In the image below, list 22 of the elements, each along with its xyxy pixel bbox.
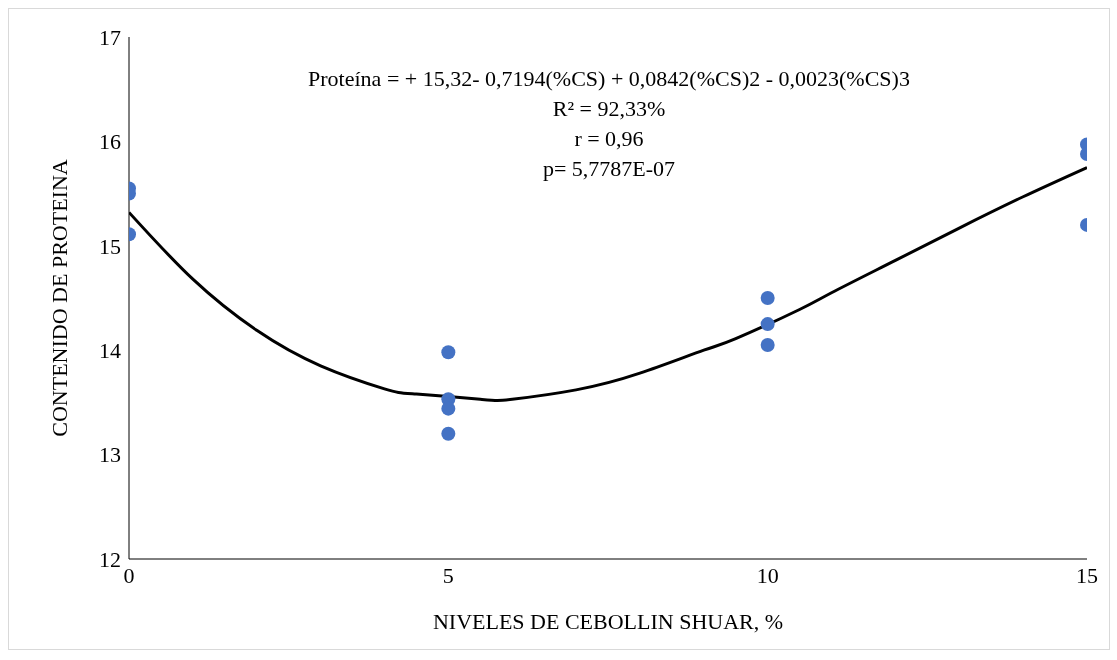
x-tick-label: 15 (1076, 562, 1098, 588)
y-tick-label: 12 (99, 546, 121, 572)
point (760, 337, 775, 352)
y-tick-label: 17 (99, 24, 121, 50)
annotation: r = 0,96 (573, 125, 645, 153)
y-tick-label: 13 (99, 442, 121, 468)
point (441, 401, 456, 416)
y-tick-label: 15 (99, 233, 121, 259)
annotation: Proteína = + 15,32- 0,7194(%CS) + 0,0842(%CS)2 - 0,0023(%CS)3 (307, 65, 911, 93)
point (441, 426, 456, 441)
x-tick-label: 5 (442, 562, 454, 588)
x-tick-label: 0 (123, 562, 135, 588)
y-axis-title: CONTENIDO DE PROTEINA (46, 159, 72, 437)
y-tick-label: 14 (99, 338, 121, 364)
point (441, 345, 456, 360)
y-tick-label: 16 (99, 129, 121, 155)
point (760, 291, 775, 305)
point (760, 317, 775, 332)
x-tick-label: 10 (756, 562, 779, 588)
x-axis-title: NIVELES DE CEBOLLIN SHUAR, % (432, 609, 784, 634)
annotation: p= 5,7787E-07 (541, 155, 677, 183)
annotation: R² = 92,33% (551, 95, 667, 123)
